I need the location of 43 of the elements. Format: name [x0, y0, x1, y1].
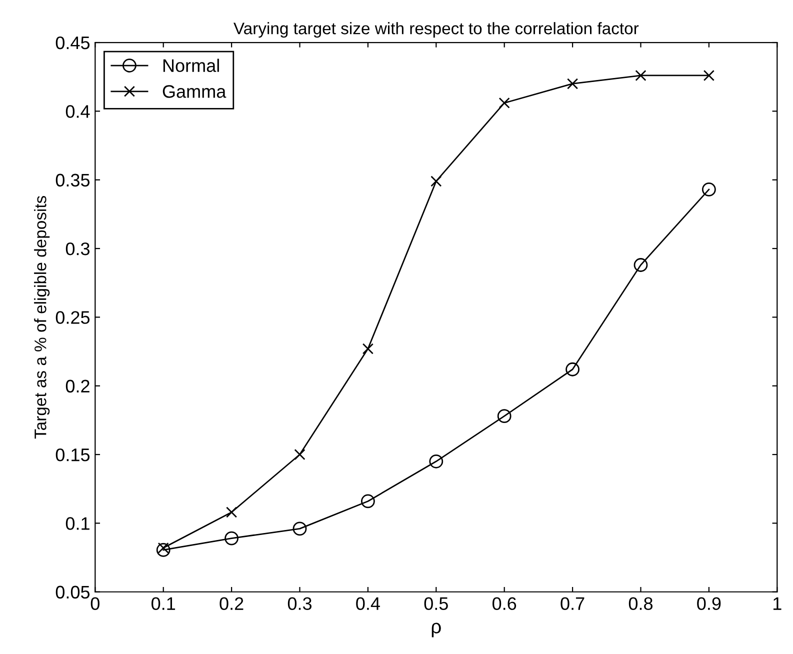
point [429, 454, 444, 468]
legend-label: Normal [163, 58, 219, 72]
point [635, 70, 646, 82]
x-tick-label: 0.8 [628, 597, 653, 610]
point [226, 506, 238, 518]
x-tick-label: 0.2 [220, 597, 244, 610]
point [566, 362, 580, 376]
point [634, 258, 648, 272]
y-tick-label: 0.15 [56, 448, 90, 462]
point [158, 542, 169, 554]
y-tick-label: 0.2 [66, 380, 90, 393]
y-axis-title: Target as a % of eligible deposits [34, 196, 50, 439]
y-tick-label: 0.35 [56, 174, 90, 187]
point [292, 522, 307, 536]
x-tick-label: 0 [90, 597, 100, 610]
point [362, 343, 374, 354]
x-tick-label: 1 [773, 597, 782, 610]
point [702, 182, 716, 196]
point [430, 176, 442, 187]
x-tick-label: 0.9 [697, 597, 721, 610]
x-tick-label: 0.7 [560, 597, 584, 610]
x-tick-label: 0.6 [492, 597, 516, 610]
x-tick-label: 0.5 [424, 597, 448, 610]
y-tick-label: 0.4 [66, 105, 90, 118]
point [497, 409, 512, 424]
legend-label: Gamma [162, 85, 226, 98]
point [361, 494, 375, 508]
point [703, 70, 714, 82]
x-tick-label: 0.1 [152, 597, 176, 610]
chart-title: Varying target size with respect to the correlation factor [234, 22, 639, 38]
y-tick-label: 0.25 [56, 311, 90, 324]
y-tick-label: 0.3 [66, 242, 90, 256]
point [224, 531, 238, 546]
y-tick-label: 0.1 [66, 517, 90, 530]
x-tick-label: 0.3 [288, 597, 312, 610]
point [156, 543, 170, 557]
point [294, 448, 306, 460]
point [498, 97, 510, 108]
y-tick-label: 0.45 [56, 36, 90, 50]
point [566, 78, 578, 90]
y-tick-label: 0.05 [56, 586, 90, 599]
x-axis-title: ρ [432, 622, 441, 638]
x-tick-label: 0.4 [356, 597, 380, 610]
